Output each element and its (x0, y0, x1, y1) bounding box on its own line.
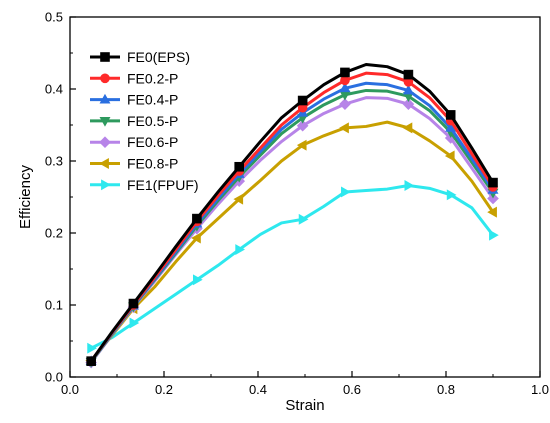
data-point-marker (340, 67, 350, 78)
data-point-marker (191, 232, 201, 244)
legend-swatch-marker (99, 117, 111, 127)
data-point-marker (296, 119, 309, 132)
data-point-marker (296, 139, 307, 151)
y-tick-label: 0.3 (45, 154, 63, 169)
legend-label: FE0.4-P (127, 92, 178, 108)
legend-swatch-marker (100, 73, 110, 84)
data-point-marker (193, 274, 203, 286)
y-axis-ticks: 0.0 0.1 0.2 0.3 0.4 0.5 (45, 10, 76, 385)
x-axis-ticks: 0.0 0.2 0.4 0.6 0.8 1.0 (61, 371, 549, 397)
legend-swatch-marker (99, 93, 111, 104)
y-axis-title: Efficiency (17, 165, 34, 229)
y-tick-label: 0.5 (45, 10, 63, 25)
y-tick-label: 0.4 (45, 82, 63, 97)
data-point-marker (402, 122, 413, 134)
data-point-marker (341, 186, 351, 198)
x-tick-label: 0.4 (249, 382, 267, 397)
data-point-marker (487, 206, 497, 218)
data-point-marker (402, 98, 415, 110)
series-1 (86, 63, 498, 366)
legend-label: FE0.2-P (127, 70, 178, 86)
series-line (89, 88, 495, 363)
data-point-marker (404, 180, 415, 191)
data-point-marker (234, 161, 244, 172)
data-point-marker (403, 69, 414, 80)
y-tick-label: 0.2 (45, 226, 63, 241)
data-point-marker (235, 244, 245, 256)
data-point-marker (446, 189, 457, 201)
y-tick-label: 0.1 (45, 298, 63, 313)
legend-label: FE0.5-P (127, 113, 178, 129)
data-point-marker (489, 229, 499, 241)
series-7 (87, 180, 499, 354)
series-line (90, 120, 495, 362)
series-line (90, 183, 495, 350)
plot-area (85, 63, 499, 369)
x-tick-label: 0.2 (155, 382, 173, 397)
legend-swatch-marker (101, 179, 111, 191)
legend-label: FE0.6-P (127, 134, 178, 150)
data-point-marker (339, 98, 351, 110)
legend-item: FE0.2-P (90, 70, 178, 86)
legend-swatch-marker (100, 52, 110, 62)
legend-item: FE0.8-P (90, 156, 178, 172)
x-tick-label: 0.0 (61, 382, 79, 397)
legend-label: FE0.8-P (127, 156, 178, 172)
series-line (89, 63, 495, 363)
data-point-marker (488, 177, 498, 188)
data-point-marker (86, 356, 96, 366)
x-tick-label: 0.6 (343, 382, 361, 397)
data-point-marker (128, 298, 139, 309)
data-point-marker (298, 213, 309, 225)
x-tick-label: 0.8 (437, 382, 455, 397)
data-point-marker (339, 122, 349, 134)
legend-label: FE1(FPUF) (127, 177, 199, 193)
legend-item: FE0.5-P (90, 113, 178, 129)
legend-swatch-marker (99, 136, 111, 149)
data-point-marker (297, 95, 308, 106)
x-axis-title: Strain (285, 397, 324, 414)
x-tick-label: 1.0 (531, 382, 549, 397)
data-point-marker (233, 193, 244, 205)
legend-label: FE0(EPS) (127, 49, 190, 65)
axes: 0.0 0.2 0.4 0.6 0.8 1.0 0.0 0.1 0.2 0.3 0.4 0.5 St… (17, 10, 549, 415)
legend-item: FE0(EPS) (90, 49, 190, 65)
data-point-marker (402, 84, 414, 95)
data-point-marker (129, 317, 140, 329)
data-point-marker (339, 82, 351, 93)
legend-swatch-marker (99, 158, 109, 169)
legend-item: FE1(FPUF) (90, 177, 199, 193)
data-point-marker (444, 150, 455, 162)
legend: FE0(EPS) FE0.2-P FE0.4-P FE0.5-P FE0.6-P FE0.… (90, 49, 199, 193)
data-point-marker (192, 213, 202, 224)
data-point-marker (445, 110, 456, 120)
legend-item: FE0.4-P (90, 92, 178, 108)
data-point-marker (87, 342, 97, 354)
y-tick-label: 0.0 (45, 370, 63, 385)
legend-item: FE0.6-P (90, 134, 178, 150)
